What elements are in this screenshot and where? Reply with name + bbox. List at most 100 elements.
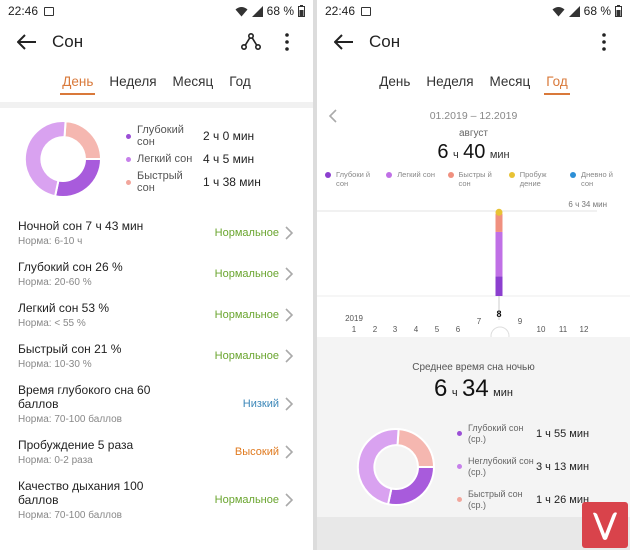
average-title: Среднее время сна ночью [412,362,535,373]
legend-label: Дневно й сон [581,170,613,188]
legend-deep-sleep-avg: Глубокий сон (ср.) 1 ч 55 мин [457,417,589,450]
chevron-right-icon [285,397,294,411]
battery-percent: 68 % [583,4,611,18]
metric-norm: Норма: 20-60 % [18,277,92,288]
average-phase-summary: Глубокий сон (ср.) 1 ч 55 мин Неглубокий… [355,417,589,516]
tab-week[interactable]: Неделя [426,73,474,89]
more-vertical-icon [602,33,606,51]
back-arrow-icon [334,34,353,50]
status-time: 22:46 [8,4,39,18]
list-item-deep-sleep-score[interactable]: Время глубокого сна 60 баллов Норма: 70-1… [18,383,295,425]
metric-norm: Норма: 10-30 % [18,359,92,370]
more-vertical-icon [285,33,289,51]
metric-status: Нормальное [214,268,279,280]
watermark-logo [582,502,628,548]
metric-norm: Норма: 6-10 ч [18,236,83,247]
back-button[interactable] [331,29,357,55]
month-tick-label: 3 [393,325,398,334]
chevron-right-icon [285,493,294,507]
legend-label: Глубоки й сон [336,170,371,188]
metric-status: Высокий [234,446,279,458]
legend-rem-sleep: Быстры й сон [447,170,500,188]
legend-label: Пробуж дение [519,170,547,188]
donut-legend: Глубокий сон 2 ч 0 мин Легкий сон 4 ч 5 … [126,124,261,194]
chevron-right-icon [285,267,294,281]
metric-title: Быстрый сон 21 % [18,342,122,356]
tab-week[interactable]: Неделя [109,73,157,89]
month-tick-label: 7 [477,317,482,326]
legend-dot [386,172,393,178]
legend-light-sleep: Легкий сон 4 ч 5 мин [126,148,261,171]
legend-dot [457,497,462,502]
selected-month: август [459,128,488,139]
metric-status: Нормальное [214,309,279,321]
chevron-right-icon [285,226,294,240]
metric-norm: Норма: 70-100 баллов [18,414,122,425]
legend-light-sleep-avg: Неглубокий сон (ср.) 3 ч 13 мин [457,450,589,483]
metric-status: Нормальное [214,350,279,362]
metric-title: Ночной сон 7 ч 43 мин [18,219,144,233]
legend-label: Глубокий сон (ср.) [468,422,524,444]
legend-awakening: Пробуж дение [508,170,561,188]
legend-deep-sleep: Глубокий сон 2 ч 0 мин [126,124,261,148]
legend-label: Легкий сон [397,170,435,179]
chevron-left-icon[interactable] [327,108,339,124]
metric-norm: Норма: < 55 % [18,318,86,329]
v-logo-icon [593,512,617,540]
list-item-light-sleep[interactable]: Легкий сон 53 % Норма: < 55 % Нормальное [18,301,295,329]
metric-norm: Норма: 70-100 баллов [18,510,122,521]
app-bar: Сон [0,22,313,62]
more-menu-button[interactable] [592,30,616,54]
unit-minutes: мин [493,387,513,399]
legend-label: Неглубокий сон (ср.) [468,455,534,477]
more-menu-button[interactable] [275,30,299,54]
metric-title: Качество дыхания 100 баллов [18,479,144,507]
back-button[interactable] [14,29,40,55]
legend-value: 1 ч 55 мин [536,427,590,440]
status-bar: 22:46 68 % [317,0,630,22]
month-tick-label: 10 [537,325,546,334]
list-item-rem-sleep[interactable]: Быстрый сон 21 % Норма: 10-30 % Нормально… [18,342,295,370]
legend-dot [570,172,576,178]
avg-minutes: 34 [462,375,489,402]
metric-title: Легкий сон 53 % [18,301,110,315]
message-icon [44,6,55,16]
tab-day[interactable]: День [60,70,96,95]
month-tick-label: 4 [414,325,419,334]
status-bar: 22:46 68 % [0,0,313,22]
unit-minutes: мин [489,149,510,161]
average-legend: Глубокий сон (ср.) 1 ч 55 мин Неглубокий… [457,417,589,516]
battery-icon [298,5,305,17]
legend-dot [508,172,515,178]
list-item-deep-sleep[interactable]: Глубокий сон 26 % Норма: 20-60 % Нормальн… [18,260,295,288]
tab-month[interactable]: Месяц [172,73,214,89]
tab-month[interactable]: Месяц [489,73,531,89]
year-tick-label: 2019 [345,314,363,323]
value-hours: 6 [437,141,449,163]
legend-dot [447,172,454,178]
signal-icon [251,5,263,17]
tab-year[interactable]: Год [229,73,251,89]
legend-dot [325,172,331,178]
selected-value: 6 ч 40 мин [317,141,630,164]
avg-hours: 6 [434,375,448,402]
legend-dot [126,179,131,185]
unit-hours: ч [452,149,459,161]
back-arrow-icon [17,34,36,50]
list-item-night-sleep[interactable]: Ночной сон 7 ч 43 мин Норма: 6-10 ч Норма… [18,219,295,247]
share-button[interactable] [239,30,263,54]
list-item-awakenings[interactable]: Пробуждение 5 раза Норма: 0-2 раза Высоки… [18,438,295,466]
legend-label: Легкий сон [137,153,193,165]
date-range-label: 01.2019 – 12.2019 [429,110,518,122]
legend-label: Быстрый сон (ср.) [468,488,523,510]
metric-status: Низкий [242,398,279,410]
status-time: 22:46 [325,4,356,18]
tab-day[interactable]: День [379,73,411,89]
tab-year[interactable]: Год [544,70,570,95]
chevron-right-icon [285,308,294,322]
year-screen: 22:46 68 % Сон День Неделя Месяц Год 01.… [317,0,630,550]
month-tick-label: 5 [435,325,440,334]
month-tick-label: 6 [456,325,461,334]
list-item-breathing-quality[interactable]: Качество дыхания 100 баллов Норма: 70-100… [18,479,295,521]
battery-percent: 68 % [266,4,294,18]
